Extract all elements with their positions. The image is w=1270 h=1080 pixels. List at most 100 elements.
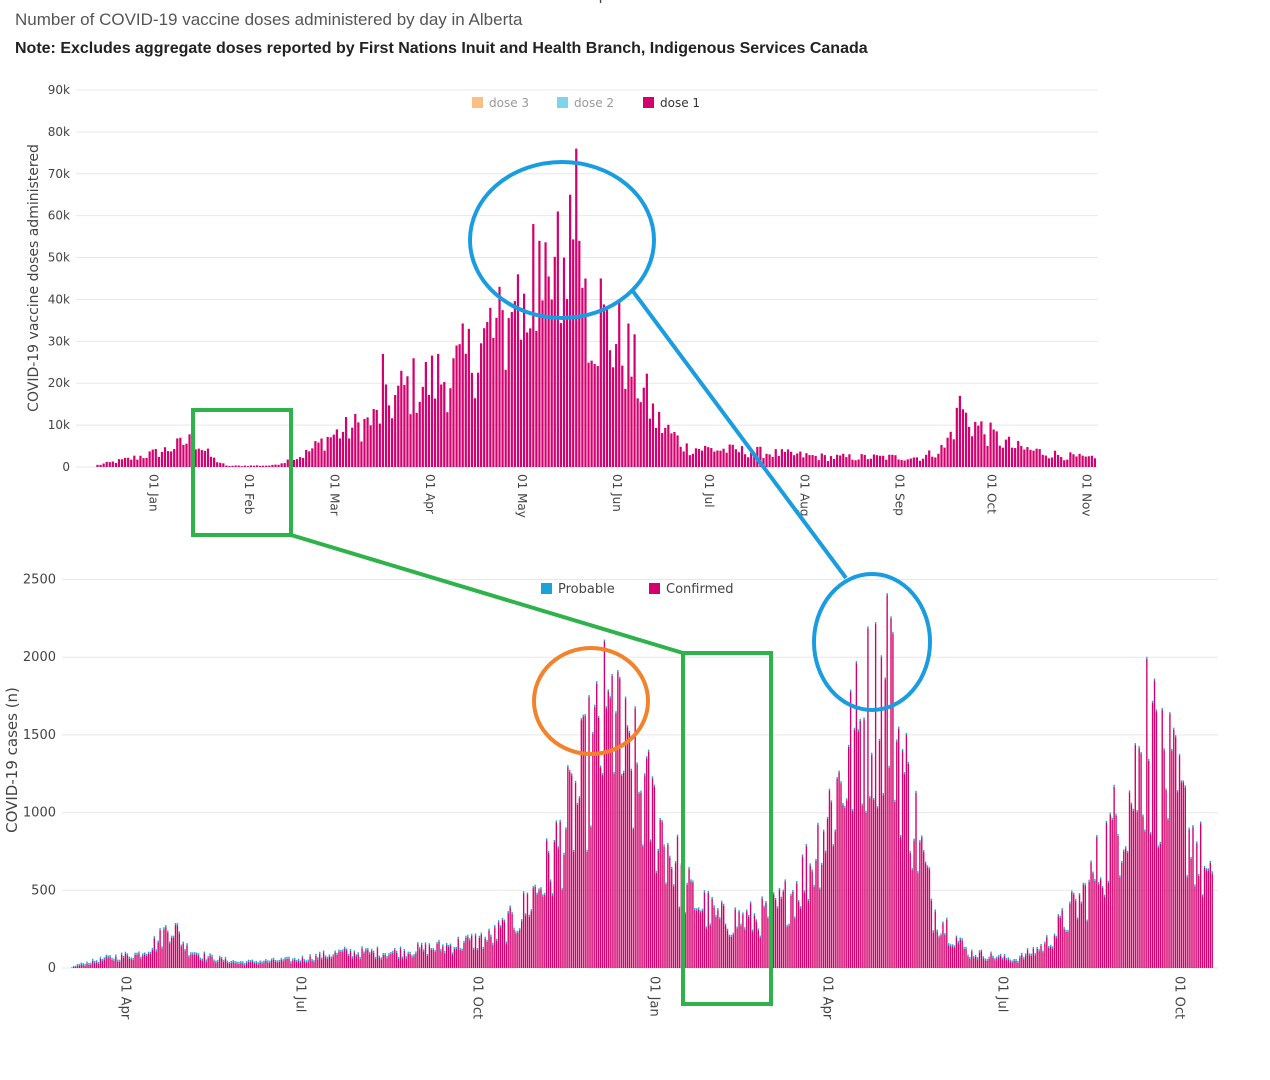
bar-cap <box>497 920 500 923</box>
bar <box>801 856 804 968</box>
bar-cap <box>136 952 138 955</box>
bar-cap <box>1190 856 1192 859</box>
bar-cap <box>117 959 119 962</box>
bar-cap <box>736 926 738 929</box>
bar-cap <box>724 923 727 926</box>
bar <box>151 949 154 968</box>
bar-cap <box>915 790 917 793</box>
bar <box>244 965 246 968</box>
bar <box>849 691 852 968</box>
bar <box>243 465 246 467</box>
bar-cap <box>1003 953 1006 956</box>
x-tick-label: 01 Apr <box>423 474 437 514</box>
bar <box>809 865 811 968</box>
bar-cap <box>619 676 621 679</box>
y-tick-label: 70k <box>48 167 70 181</box>
bar <box>1132 810 1135 968</box>
bar <box>105 956 107 968</box>
bar <box>903 460 906 467</box>
bar <box>789 451 793 467</box>
bar <box>588 697 590 968</box>
bar-cap <box>361 946 363 949</box>
bar <box>344 417 348 467</box>
bar <box>536 894 538 968</box>
bar-cap <box>974 954 977 957</box>
bar-cap <box>101 959 104 962</box>
bar-cap <box>434 949 436 952</box>
bar-cap <box>317 957 319 960</box>
bar <box>553 256 556 467</box>
bar <box>452 358 455 467</box>
bar <box>762 458 765 467</box>
bar <box>209 955 211 968</box>
bar-cap <box>236 961 238 964</box>
bar <box>1020 446 1023 467</box>
bar <box>101 961 104 968</box>
bar-cap <box>767 916 769 919</box>
bar <box>746 911 748 968</box>
bar <box>119 961 121 968</box>
bar <box>788 925 790 968</box>
bar-cap <box>1076 917 1079 920</box>
bar-cap <box>753 913 756 916</box>
legend-swatch <box>557 97 568 108</box>
bar-cap <box>1073 892 1075 895</box>
bar <box>640 792 642 968</box>
bar-cap <box>1155 709 1158 712</box>
bar <box>524 915 527 968</box>
bar-cap <box>828 788 831 791</box>
bar-cap <box>886 593 888 596</box>
bar-cap <box>184 949 186 952</box>
bar <box>602 304 605 467</box>
bar <box>1082 884 1085 968</box>
bar <box>678 908 681 968</box>
bar <box>194 449 197 467</box>
bar <box>473 398 477 467</box>
bar-cap <box>774 897 777 900</box>
bar-cap <box>257 962 259 965</box>
bar <box>713 907 715 968</box>
bar-cap <box>863 717 865 720</box>
bar <box>386 958 388 968</box>
bar <box>242 963 244 968</box>
bar <box>946 437 949 467</box>
bar <box>1013 960 1015 968</box>
bar <box>860 454 863 467</box>
bar-cap <box>1146 656 1148 659</box>
bottom-bars <box>70 593 1213 968</box>
bar <box>909 458 912 467</box>
bar-cap <box>1046 935 1048 938</box>
bar <box>1075 456 1078 467</box>
bar-cap <box>365 948 367 951</box>
bar-cap <box>969 956 971 959</box>
bar <box>819 889 821 968</box>
bar <box>455 948 457 968</box>
bar-cap <box>1005 958 1008 961</box>
bar <box>732 934 734 968</box>
bar <box>176 925 179 968</box>
bar-cap <box>480 932 482 935</box>
bar <box>297 960 300 968</box>
bar <box>222 961 225 968</box>
bar-cap <box>740 923 742 926</box>
bar-cap <box>996 956 998 959</box>
bar <box>580 720 583 968</box>
bar-cap <box>407 951 409 954</box>
bar <box>99 958 102 968</box>
bar <box>765 903 767 968</box>
bar-cap <box>428 943 431 946</box>
bar <box>704 445 707 467</box>
bar <box>559 821 561 968</box>
bar-cap <box>588 695 590 698</box>
bar-cap <box>1032 947 1035 950</box>
bar <box>747 457 750 467</box>
bar <box>432 949 434 968</box>
bar <box>174 925 177 968</box>
bar <box>455 345 458 467</box>
bar-cap <box>961 938 963 941</box>
bar <box>946 919 948 968</box>
bar <box>753 453 756 467</box>
bar-cap <box>615 711 617 714</box>
bar <box>1192 827 1194 968</box>
